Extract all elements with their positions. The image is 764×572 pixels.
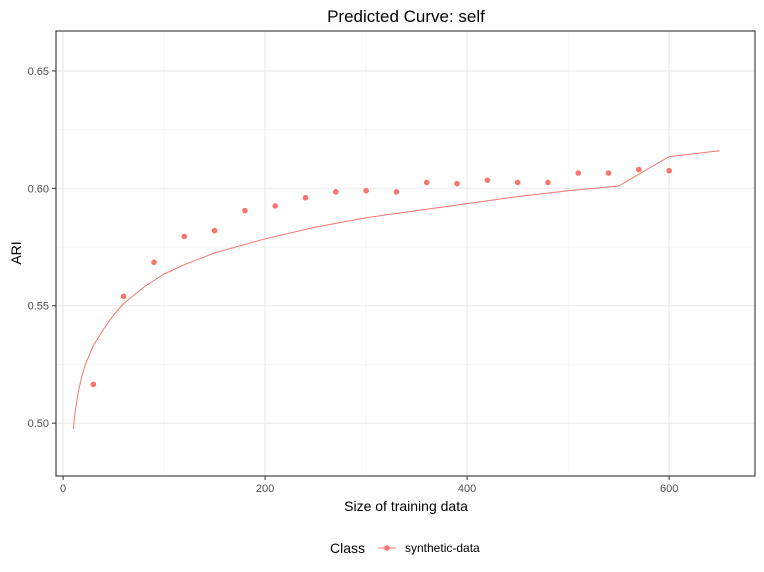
data-point [181,233,188,240]
data-point [454,180,460,187]
x-tick-label: 0 [60,483,66,495]
y-tick-label: 0.50 [28,418,49,430]
data-point [484,177,491,183]
data-point [545,179,551,186]
y-tick-label: 0.60 [28,183,49,195]
y-axis: 0.50 0.55 0.60 0.65 [28,66,56,430]
data-point [393,189,400,195]
legend-key-point [384,545,390,551]
chart-title: Predicted Curve: self [327,7,485,26]
series-layer [72,150,720,430]
data-point [90,381,97,388]
data-point [211,227,218,234]
legend: Class synthetic-data [330,540,480,556]
y-tick-label: 0.55 [28,301,49,313]
legend-title: Class [330,540,365,556]
plot-panel [55,30,756,477]
fitted-curve [72,150,720,430]
x-axis: 0 200 400 600 [60,476,678,495]
x-tick-label: 400 [458,483,476,495]
data-point [333,189,339,195]
data-point [363,187,369,194]
data-point [666,167,672,174]
data-point [272,203,278,209]
data-point [514,179,521,186]
grid [56,31,755,476]
data-point [575,170,582,176]
data-point [423,179,430,186]
data-point [605,170,612,176]
y-axis-title: ARI [8,241,24,264]
x-tick-label: 200 [256,483,274,495]
y-tick-label: 0.65 [28,66,49,78]
data-point [636,166,642,173]
data-point [302,194,309,201]
x-axis-title: Size of training data [344,498,468,514]
data-point [120,293,127,300]
legend-label: synthetic-data [405,541,480,555]
data-point [151,259,157,266]
data-point [242,207,248,214]
x-tick-label: 600 [660,483,678,495]
